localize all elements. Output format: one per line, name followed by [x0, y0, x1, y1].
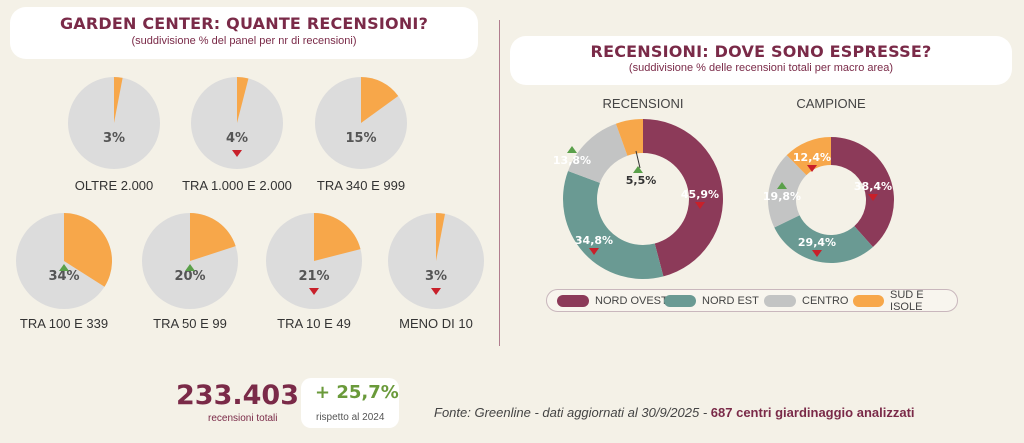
pie-percent-label: 15% — [345, 131, 376, 146]
left-chart-title: GARDEN CENTER: QUANTE RECENSIONI? — [59, 14, 429, 33]
legend-swatch-nord-est — [664, 295, 696, 307]
pie-slice — [190, 213, 236, 261]
donut-segment — [615, 119, 643, 156]
growth-label: rispetto al 2024 — [316, 412, 385, 423]
donut-title: CAMPIONE — [796, 96, 866, 111]
total-reviews-value: 233.403 — [176, 380, 299, 411]
pie-slice — [314, 213, 361, 261]
legend-item-sud-isole: SUD E ISOLE — [853, 289, 957, 313]
pie-percent-label: 20% — [174, 269, 205, 284]
legend-item-centro: CENTRO — [764, 294, 848, 308]
donut-percent-label: 19,8% — [763, 190, 801, 203]
trend-up-icon — [633, 166, 643, 173]
pie-category-label: TRA 100 E 339 — [20, 316, 108, 331]
source-note: Fonte: Greenline - dati aggiornati al 30… — [434, 405, 915, 420]
pie-percent-label: 21% — [298, 269, 329, 284]
trend-up-icon — [777, 182, 787, 189]
trend-up-icon — [185, 264, 195, 271]
trend-down-icon — [695, 202, 705, 209]
left-title-card: GARDEN CENTER: QUANTE RECENSIONI? (suddi… — [10, 7, 478, 59]
total-reviews-label: recensioni totali — [208, 413, 278, 424]
donut-percent-label: 45,9% — [681, 188, 719, 201]
legend-label: CENTRO — [802, 295, 849, 307]
legend-label: NORD EST — [702, 295, 759, 307]
source-highlight: 687 centri giardinaggio analizzati — [710, 405, 915, 420]
donut-percent-label: 38,4% — [854, 180, 892, 193]
pie-slice — [114, 77, 123, 123]
legend-item-nord-ovest: NORD OVEST — [557, 294, 668, 308]
legend-swatch-nord-ovest — [557, 295, 589, 307]
legend-label: SUD E ISOLE — [890, 289, 924, 313]
legend-swatch-centro — [764, 295, 796, 307]
trend-down-icon — [232, 150, 242, 157]
pie-percent-label: 4% — [226, 131, 248, 146]
donut-segment — [831, 137, 895, 247]
trend-up-icon — [567, 146, 577, 153]
donut-segment — [643, 119, 723, 277]
pie-percent-label: 3% — [103, 131, 125, 146]
left-chart-subtitle: (suddivisione % del panel per nr di rece… — [131, 35, 357, 47]
pie-slice — [436, 213, 445, 261]
growth-value: + 25,7% — [315, 382, 399, 403]
right-chart-title: RECENSIONI: DOVE SONO ESPRESSE? — [590, 42, 932, 61]
pie-slice — [237, 77, 249, 123]
trend-down-icon — [812, 250, 822, 257]
donut-percent-label: 34,8% — [575, 234, 613, 247]
right-title-card: RECENSIONI: DOVE SONO ESPRESSE? (suddivi… — [510, 36, 1012, 85]
donut-segment — [786, 137, 831, 176]
pie-slice — [64, 213, 113, 287]
donut-title: RECENSIONI — [603, 96, 684, 111]
trend-up-icon — [59, 264, 69, 271]
legend-label: NORD OVEST — [595, 295, 668, 307]
right-chart-subtitle: (suddivisione % delle recensioni totali … — [628, 62, 894, 74]
trend-down-icon — [431, 288, 441, 295]
legend-swatch-sud-isole — [853, 295, 885, 307]
donut-segment — [568, 123, 628, 183]
pie-percent-label: 3% — [425, 269, 447, 284]
pie-category-label: MENO DI 10 — [399, 316, 473, 331]
growth-card: + 25,7% rispetto al 2024 — [301, 378, 399, 428]
donut-segment — [563, 170, 664, 279]
donut-percent-label: 5,5% — [626, 174, 657, 187]
pie-category-label: TRA 10 E 49 — [277, 316, 351, 331]
trend-down-icon — [309, 288, 319, 295]
donut-percent-label: 12,4% — [793, 151, 831, 164]
pie-category-label: TRA 50 E 99 — [153, 316, 227, 331]
trend-down-icon — [589, 248, 599, 255]
donut-percent-label: 13,8% — [553, 154, 591, 167]
donut-percent-label: 29,4% — [798, 236, 836, 249]
legend-item-nord-est: NORD EST — [664, 294, 759, 308]
trend-down-icon — [868, 194, 878, 201]
pie-slice — [361, 77, 399, 123]
pie-category-label: OLTRE 2.000 — [75, 178, 154, 193]
donut-segment — [774, 215, 873, 264]
pie-category-label: TRA 1.000 E 2.000 — [182, 178, 292, 193]
donut-legend: NORD OVEST NORD EST CENTRO SUD E ISOLE — [546, 289, 958, 313]
pie-percent-label: 34% — [48, 269, 79, 284]
section-divider — [499, 20, 500, 346]
trend-down-icon — [807, 165, 817, 172]
source-text: Fonte: Greenline - dati aggiornati al 30… — [434, 405, 711, 420]
pie-category-label: TRA 340 E 999 — [317, 178, 405, 193]
donut-segment — [768, 155, 807, 228]
callout-line — [635, 150, 641, 169]
